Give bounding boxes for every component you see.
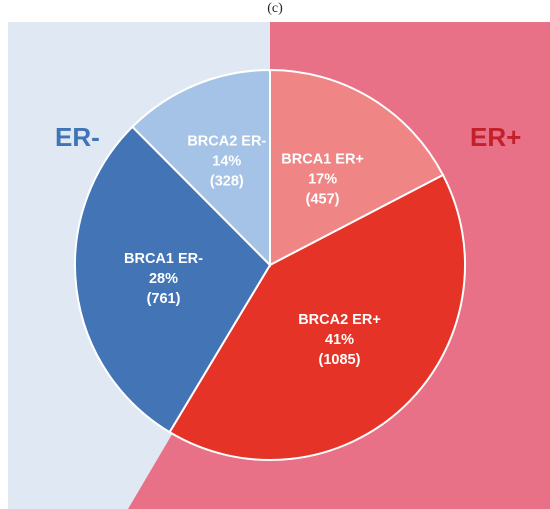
group-label-er-negative: ER- (55, 122, 100, 152)
slice-count-label: (1085) (319, 352, 361, 368)
pie-slice-brca1-er (269, 68, 445, 267)
slice-percent-label: 41% (325, 332, 354, 348)
slice-count-label: (457) (306, 191, 340, 207)
slice-category-label: BRCA1 ER+ (281, 151, 364, 167)
slice-category-label: BRCA2 ER+ (298, 312, 381, 328)
group-label-er-positive: ER+ (470, 122, 521, 152)
slice-count-label: (328) (210, 174, 244, 190)
pie-slice-brca1-er (74, 125, 272, 434)
slice-count-label: (761) (147, 291, 181, 307)
pie-slice-brca2-er (168, 173, 467, 461)
slice-category-label: BRCA1 ER- (124, 251, 203, 267)
slice-percent-label: 28% (149, 271, 178, 287)
panel-label: (c) (267, 1, 283, 16)
pie-slice-brca2-er (130, 68, 271, 268)
slice-percent-label: 17% (308, 171, 337, 187)
slice-category-label: BRCA2 ER- (187, 134, 266, 150)
slice-percent-label: 14% (212, 154, 241, 170)
